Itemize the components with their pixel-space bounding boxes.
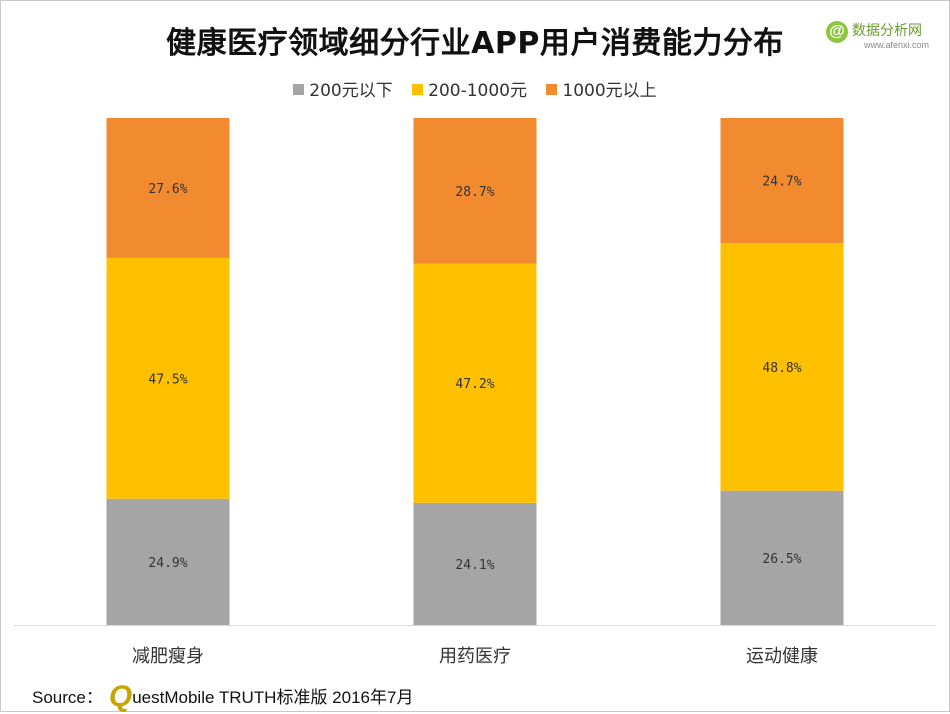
bar-segment-low-3 — [720, 490, 844, 625]
bar-segment-low-2 — [413, 502, 537, 625]
legend-label-high: 1000元以上 — [562, 81, 657, 101]
legend-item-low: 200元以下 — [293, 76, 393, 101]
source-prefix: Source： — [32, 688, 103, 707]
data-label-low-1: 24.9% — [148, 556, 187, 571]
x-tick-label-1: 减肥瘦身 — [132, 646, 204, 667]
legend-label-mid: 200-1000元 — [428, 81, 528, 101]
source-text: uestMobile TRUTH标准版 2016年7月 — [132, 688, 414, 707]
data-label-mid-3: 48.8% — [762, 361, 801, 376]
bar-segment-mid-1 — [106, 257, 230, 499]
legend-swatch-high — [546, 84, 558, 95]
bar-segment-high-1 — [106, 118, 230, 258]
legend-item-mid: 200-1000元 — [412, 76, 527, 101]
data-label-mid-2: 47.2% — [455, 377, 494, 392]
data-label-low-2: 24.1% — [455, 558, 494, 573]
chart-title: 健康医疗领域细分行业APP用户消费能力分布 — [166, 26, 784, 61]
logo-url: www.afenxi.com — [864, 40, 930, 50]
data-label-high-2: 28.7% — [455, 185, 494, 200]
site-logo: @ 数据分析网 www.afenxi.com — [826, 20, 938, 54]
x-tick-label-3: 运动健康 — [746, 646, 818, 667]
questmobile-logo-q: Q — [108, 680, 133, 713]
legend-label-low: 200元以下 — [309, 81, 393, 101]
bar-segment-mid-2 — [413, 263, 537, 503]
bar-segment-mid-3 — [720, 243, 844, 491]
data-label-low-3: 26.5% — [762, 552, 801, 567]
chart-legend: 200元以下 200-1000元 1000元以上 — [0, 76, 950, 101]
legend-swatch-mid — [412, 84, 424, 95]
data-label-mid-1: 47.5% — [148, 372, 187, 387]
data-label-high-1: 27.6% — [148, 182, 187, 197]
data-label-high-3: 24.7% — [762, 175, 801, 190]
bar-segment-high-2 — [413, 118, 537, 264]
bar-segment-low-1 — [106, 498, 230, 625]
legend-item-high: 1000元以上 — [546, 76, 657, 101]
legend-swatch-low — [293, 84, 305, 95]
bar-segment-high-3 — [720, 118, 844, 244]
x-tick-label-2: 用药医疗 — [439, 646, 511, 667]
at-logo-icon: @ — [826, 21, 848, 43]
logo-name: 数据分析网 — [852, 23, 922, 39]
source-note: Source： QuestMobile TRUTH标准版 2016年7月 — [32, 680, 413, 714]
